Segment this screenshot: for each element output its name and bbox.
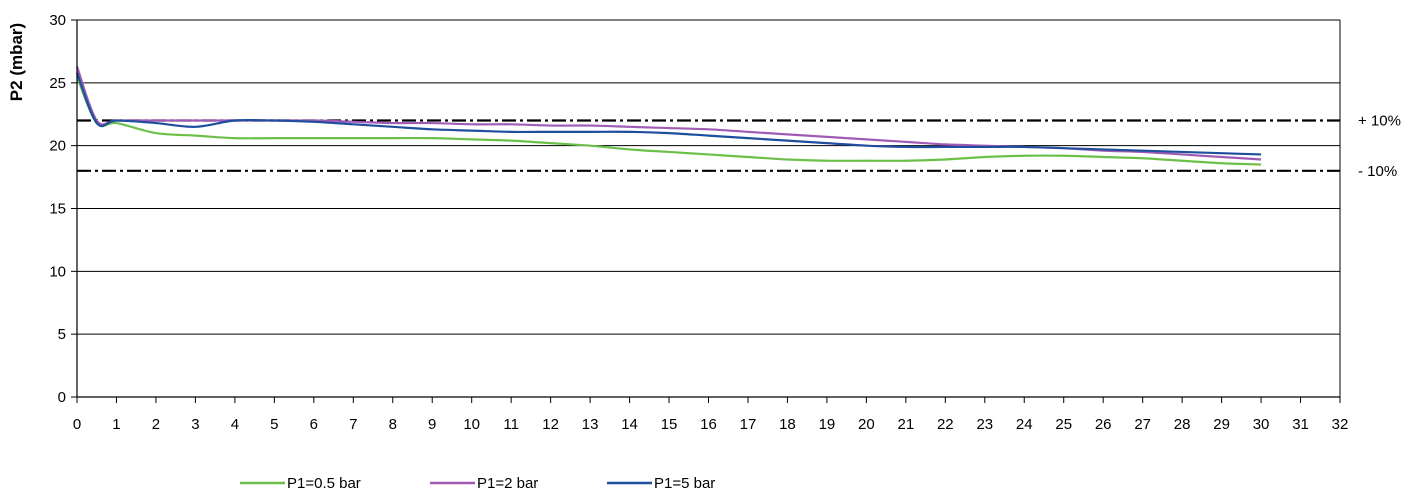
x-tick-label: 10 — [463, 416, 480, 433]
x-tick-label: 22 — [937, 416, 954, 433]
legend-label: P1=0.5 bar — [287, 475, 361, 492]
x-tick-label: 7 — [349, 416, 357, 433]
y-tick-label: 10 — [49, 263, 66, 280]
x-tick-label: 15 — [661, 416, 678, 433]
x-tick-label: 6 — [310, 416, 318, 433]
x-tick-label: 20 — [858, 416, 875, 433]
x-tick-label: 32 — [1332, 416, 1349, 433]
x-tick-label: 19 — [819, 416, 836, 433]
reference-line-label: + 10% — [1358, 113, 1401, 130]
y-tick-label: 20 — [49, 138, 66, 155]
legend: P1=0.5 bar P1=2 bar P1=5 bar — [240, 475, 715, 492]
grid-lines — [77, 19, 1340, 335]
x-tick-label: 11 — [503, 416, 519, 433]
reference-line-label: - 10% — [1358, 163, 1397, 180]
legend-label: P1=2 bar — [477, 475, 538, 492]
x-tick-label: 25 — [1055, 416, 1072, 433]
x-tick-label: 2 — [152, 416, 160, 433]
x-tick-label: 30 — [1253, 416, 1270, 433]
x-tick-label: 8 — [389, 416, 397, 433]
x-tick-label: 27 — [1134, 416, 1151, 433]
series-lines — [75, 66, 1262, 166]
x-tick-label: 1 — [112, 416, 120, 433]
x-tick-label: 24 — [1016, 416, 1033, 433]
series-line-3 — [75, 72, 1262, 156]
x-tick-label: 23 — [976, 416, 993, 433]
x-tick-label: 29 — [1213, 416, 1230, 433]
axes — [71, 19, 1341, 403]
x-tick-label: 9 — [428, 416, 436, 433]
x-tick-label: 14 — [621, 416, 638, 433]
x-tick-label: 0 — [73, 416, 81, 433]
y-tick-label: 5 — [58, 326, 66, 343]
x-tick-label: 28 — [1174, 416, 1191, 433]
x-tick-label: 31 — [1292, 416, 1309, 433]
x-tick-label: 17 — [740, 416, 757, 433]
legend-label: P1=5 bar — [654, 475, 715, 492]
x-tick-label: 4 — [231, 416, 239, 433]
x-tick-label: 16 — [700, 416, 717, 433]
y-tick-label: 15 — [49, 201, 66, 218]
x-tick-label: 21 — [898, 416, 915, 433]
x-tick-label: 5 — [270, 416, 278, 433]
x-tick-label: 12 — [542, 416, 559, 433]
x-tick-label: 3 — [191, 416, 199, 433]
y-tick-label: 25 — [49, 75, 66, 92]
y-axis-label: P2 (mbar) — [7, 23, 26, 101]
y-tick-label: 0 — [58, 389, 66, 406]
series-line-1 — [75, 76, 1262, 166]
x-tick-label: 18 — [779, 416, 796, 433]
y-tick-label: 30 — [49, 12, 66, 29]
x-tick-label: 13 — [582, 416, 599, 433]
x-tick-label: 26 — [1095, 416, 1112, 433]
